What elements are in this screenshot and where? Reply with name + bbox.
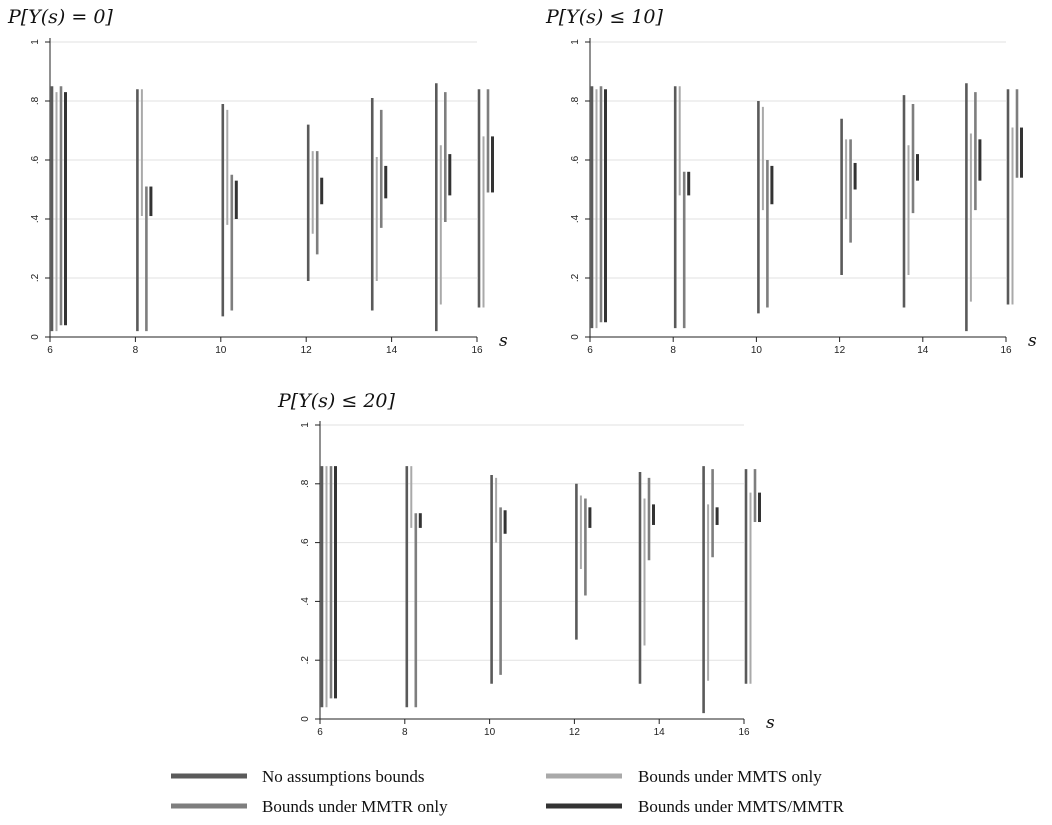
y-tick-label: .6 — [30, 155, 41, 164]
x-tick-label: 10 — [751, 345, 763, 356]
legend-label-mmts-mmtr: Bounds under MMTS/MMTR — [638, 797, 845, 816]
y-tick-label: 0 — [570, 334, 581, 340]
panel-y-le-10: P[Y(s) ≤ 10] 0.2.4.6.816 8 10 12 14 16 s — [545, 6, 1037, 356]
x-tick-label: 12 — [569, 727, 581, 738]
x-tick-label: 6 — [587, 345, 593, 356]
legend-label-mmtr-only: Bounds under MMTR only — [262, 797, 448, 816]
y-tick-label: .4 — [570, 214, 581, 223]
x-tick-label: 16 — [471, 345, 483, 356]
x-tick-label: 8 — [133, 345, 139, 356]
panel-title: P[Y(s) ≤ 10] — [545, 6, 663, 28]
x-tick-label: 14 — [917, 345, 929, 356]
panel-y-le-20: P[Y(s) ≤ 20] 0.2.4.6.816 8 10 12 14 16 s — [277, 390, 775, 738]
x-tick-label: 8 — [402, 727, 408, 738]
x-tick-label: 16 — [1000, 345, 1012, 356]
y-tick-label: .4 — [300, 597, 311, 606]
panel-y-equals-0: P[Y(s) = 0] 0.2.4.6.816 8 10 12 14 16 s — [7, 6, 508, 356]
x-axis-label: s — [766, 713, 775, 733]
x-tick-label: 6 — [47, 345, 53, 356]
y-tick-label: .4 — [30, 214, 41, 223]
y-tick-label: .2 — [570, 273, 581, 282]
legend-label-mmts-only: Bounds under MMTS only — [638, 767, 822, 786]
y-tick-label: .2 — [300, 656, 311, 665]
y-tick-label: 1 — [570, 39, 581, 45]
y-tick-label: .8 — [300, 479, 311, 488]
y-tick-label: .6 — [300, 538, 311, 547]
y-tick-label: 1 — [300, 422, 311, 428]
x-tick-label: 16 — [738, 727, 750, 738]
x-tick-label: 14 — [386, 345, 398, 356]
x-tick-label: 12 — [834, 345, 846, 356]
x-axis-label: s — [499, 331, 508, 351]
y-tick-label: 0 — [300, 716, 311, 722]
y-tick-label: 1 — [30, 39, 41, 45]
panel-title: P[Y(s) ≤ 20] — [277, 390, 395, 412]
y-tick-label: 0 — [30, 334, 41, 340]
x-tick-label: 8 — [670, 345, 676, 356]
legend-label-no-assumptions: No assumptions bounds — [262, 767, 424, 786]
x-tick-label: 10 — [484, 727, 496, 738]
y-tick-label: .2 — [30, 273, 41, 282]
legend: No assumptions bounds Bounds under MMTS … — [171, 767, 845, 816]
x-tick-label: 14 — [654, 727, 666, 738]
y-tick-label: .8 — [570, 96, 581, 105]
x-tick-label: 10 — [215, 345, 227, 356]
x-tick-label: 6 — [317, 727, 323, 738]
x-axis-label: s — [1028, 331, 1037, 351]
x-tick-label: 12 — [301, 345, 313, 356]
y-tick-label: .6 — [570, 155, 581, 164]
panel-title: P[Y(s) = 0] — [7, 6, 113, 28]
y-tick-label: .8 — [30, 96, 41, 105]
